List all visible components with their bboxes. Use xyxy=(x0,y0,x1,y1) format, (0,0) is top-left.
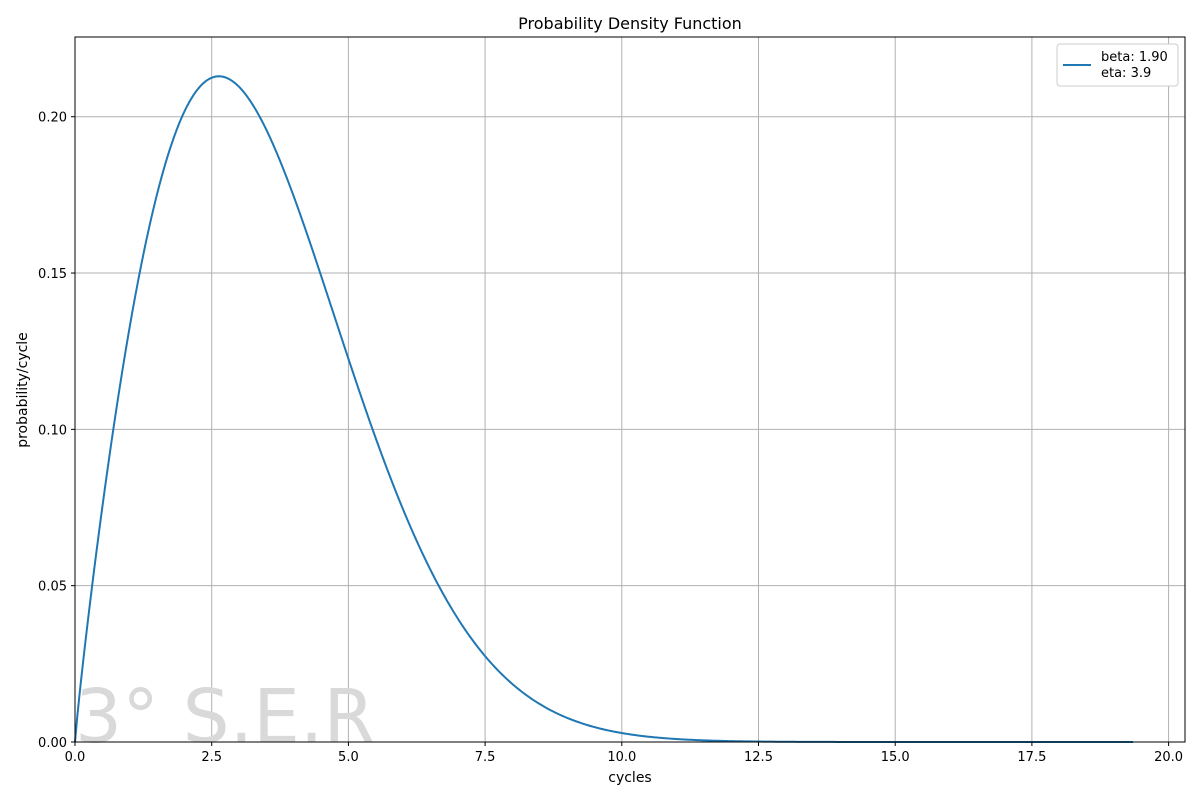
x-tick-label: 7.5 xyxy=(475,750,496,765)
x-tick-label: 2.5 xyxy=(201,750,222,765)
plot-frame xyxy=(74,36,1186,743)
x-tick-label: 10.0 xyxy=(607,750,636,765)
y-tick-label: 0.00 xyxy=(38,736,67,751)
y-tick-label: 0.05 xyxy=(38,580,67,595)
x-axis-label: cycles xyxy=(608,770,651,786)
y-axis-label: probability/cycle xyxy=(15,332,31,448)
x-tick-label: 20.0 xyxy=(1154,750,1183,765)
legend-box xyxy=(1056,43,1179,87)
legend: beta: 1.90 eta: 3.9 xyxy=(1056,43,1179,87)
x-tick-label: 0.0 xyxy=(65,750,86,765)
watermark-text: 3° S.E.R xyxy=(75,674,375,760)
tick-marks: 0.0 2.5 5.0 7.5 10.0 12.5 15.0 17.5 20.0 0.00 0.05… xyxy=(38,111,1183,765)
x-tick-label: 12.5 xyxy=(744,750,773,765)
chart-title: Probability Density Function xyxy=(518,14,742,33)
y-tick-label: 0.10 xyxy=(38,423,67,438)
x-tick-label: 5.0 xyxy=(338,750,359,765)
legend-label-eta: eta: 3.9 xyxy=(1101,66,1151,81)
legend-label-beta: beta: 1.90 xyxy=(1101,50,1168,65)
y-tick-label: 0.15 xyxy=(38,267,67,282)
y-tick-label: 0.20 xyxy=(38,111,67,126)
x-tick-label: 17.5 xyxy=(1017,750,1046,765)
x-tick-label: 15.0 xyxy=(881,750,910,765)
